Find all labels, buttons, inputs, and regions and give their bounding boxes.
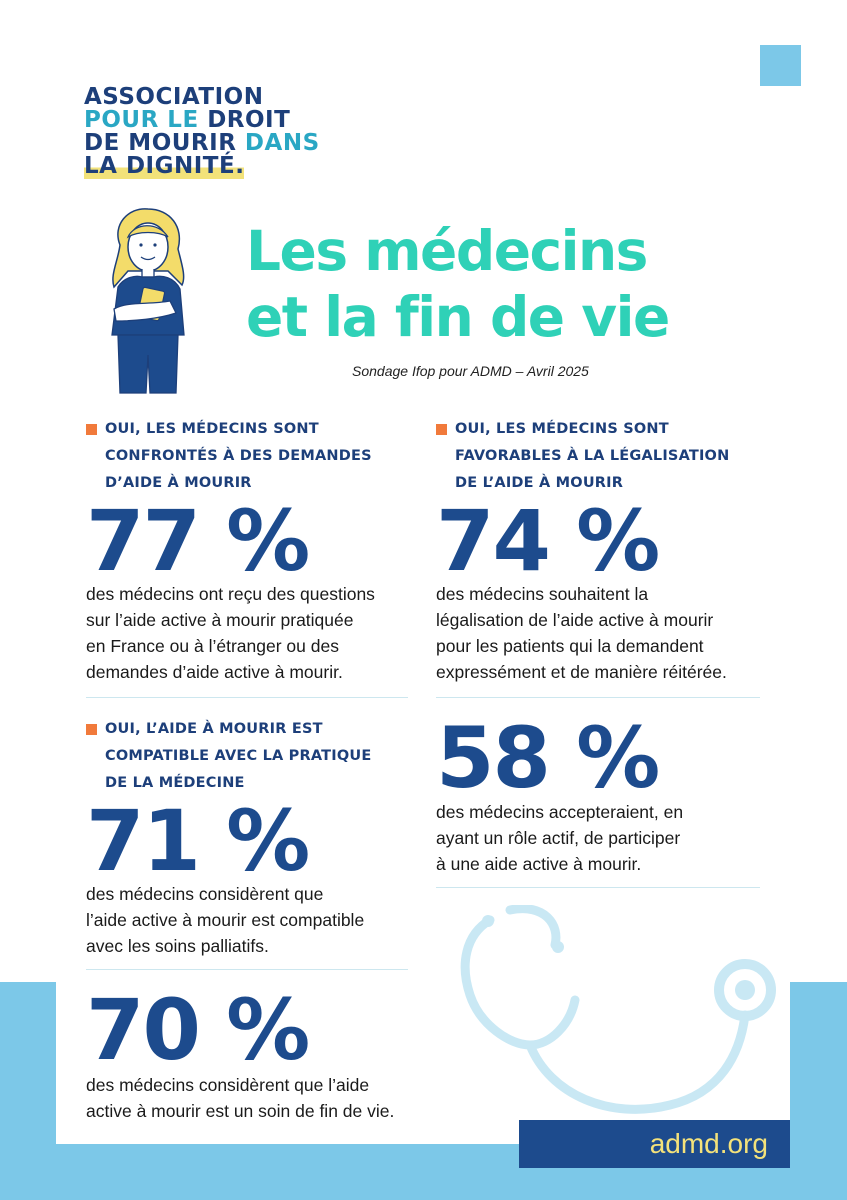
orange-square-icon [86,424,97,435]
stat-section-74: OUI, LES MÉDECINS SONT FAVORABLES À LA L… [436,416,729,685]
divider [86,969,408,970]
website-link[interactable]: admd.org [649,1128,768,1159]
stat-description: des médecins accepteraient, en ayant un … [436,799,683,877]
admd-logo: ASSOCIATION POUR LE DROIT DE MOURIR DANS… [84,84,324,179]
stat-description: des médecins souhaitent la légalisation … [436,581,729,685]
stat-description: des médecins ont reçu des questions sur … [86,581,375,685]
description-line: avec les soins palliatifs. [86,936,269,956]
heading-line: COMPATIBLE AVEC LA PRATIQUE [105,748,372,764]
description-line: des médecins considèrent que l’aide [86,1075,370,1095]
stat-value: 74 % [436,492,660,590]
page-title: Les médecins et la fin de vie [246,218,670,350]
bottom-card [56,982,790,1144]
stat-section-58: 58 % des médecins accepteraient, en ayan… [436,716,683,877]
divider [436,887,760,888]
stat-heading: OUI, LES MÉDECINS SONT CONFRONTÉS À DES … [86,416,375,497]
stat-value: 70 % [86,981,310,1079]
description-line: l’aide active à mourir est compatible [86,910,365,930]
heading-line: OUI, L’AIDE À MOURIR EST [105,721,323,737]
description-line: des médecins ont reçu des questions [86,584,375,604]
stat-description: des médecins considèrent que l’aide acti… [86,881,371,959]
description-line: ayant un rôle actif, de participer [436,828,681,848]
stat-value: 77 % [86,492,310,590]
stethoscope-icon [460,905,776,1114]
title-line-2: et la fin de vie [246,285,670,349]
logo-line-1: ASSOCIATION [84,84,264,110]
description-line: sur l’aide active à mourir pratiquée [86,610,354,630]
description-line: à une aide active à mourir. [436,854,642,874]
description-line: pour les patients qui la demandent [436,636,704,656]
description-line: des médecins considèrent que [86,884,324,904]
stat-description: des médecins considèrent que l’aide acti… [86,1072,394,1124]
stat-value: 71 % [86,792,310,890]
stat-section-71: OUI, L’AIDE À MOURIR EST COMPATIBLE AVEC… [86,716,371,959]
heading-line: OUI, LES MÉDECINS SONT [105,421,319,437]
divider [86,697,408,698]
stat-section-70: 70 % des médecins considèrent que l’aide… [86,988,394,1124]
heading-line: DE L’AIDE À MOURIR [455,475,624,491]
heading-line: CONFRONTÉS À DES DEMANDES [105,448,372,464]
description-line: demandes d’aide active à mourir. [86,662,343,682]
description-line: en France ou à l’étranger ou des [86,636,339,656]
description-line: des médecins souhaitent la [436,584,649,604]
orange-square-icon [436,424,447,435]
description-line: des médecins accepteraient, en [436,802,684,822]
logo-line-3b: DANS [244,130,320,156]
corner-square [760,45,801,86]
footer-bar: admd.org [519,1120,790,1168]
description-line: expressément et de manière réitérée. [436,662,727,682]
description-line: active à mourir est un soin de fin de vi… [86,1101,395,1121]
stat-heading: OUI, L’AIDE À MOURIR EST COMPATIBLE AVEC… [86,716,371,797]
logo-line-2b: DROIT [207,107,291,133]
divider [436,697,760,698]
description-line: légalisation de l’aide active à mourir [436,610,714,630]
orange-square-icon [86,724,97,735]
stat-heading: OUI, LES MÉDECINS SONT FAVORABLES À LA L… [436,416,729,497]
stat-section-77: OUI, LES MÉDECINS SONT CONFRONTÉS À DES … [86,416,375,685]
doctor-illustration-icon [111,208,185,394]
survey-source: Sondage Ifop pour ADMD – Avril 2025 [352,363,589,379]
heading-line: DE LA MÉDECINE [105,775,245,791]
stat-value: 58 % [436,709,660,807]
logo-line-3a: DE MOURIR [84,130,237,156]
title-line-1: Les médecins [246,219,648,283]
logo-line-2a: POUR LE [84,107,199,133]
heading-line: FAVORABLES À LA LÉGALISATION [455,448,730,464]
logo-line-4: LA DIGNITÉ. [84,153,245,179]
heading-line: D’AIDE À MOURIR [105,475,252,491]
heading-line: OUI, LES MÉDECINS SONT [455,421,669,437]
